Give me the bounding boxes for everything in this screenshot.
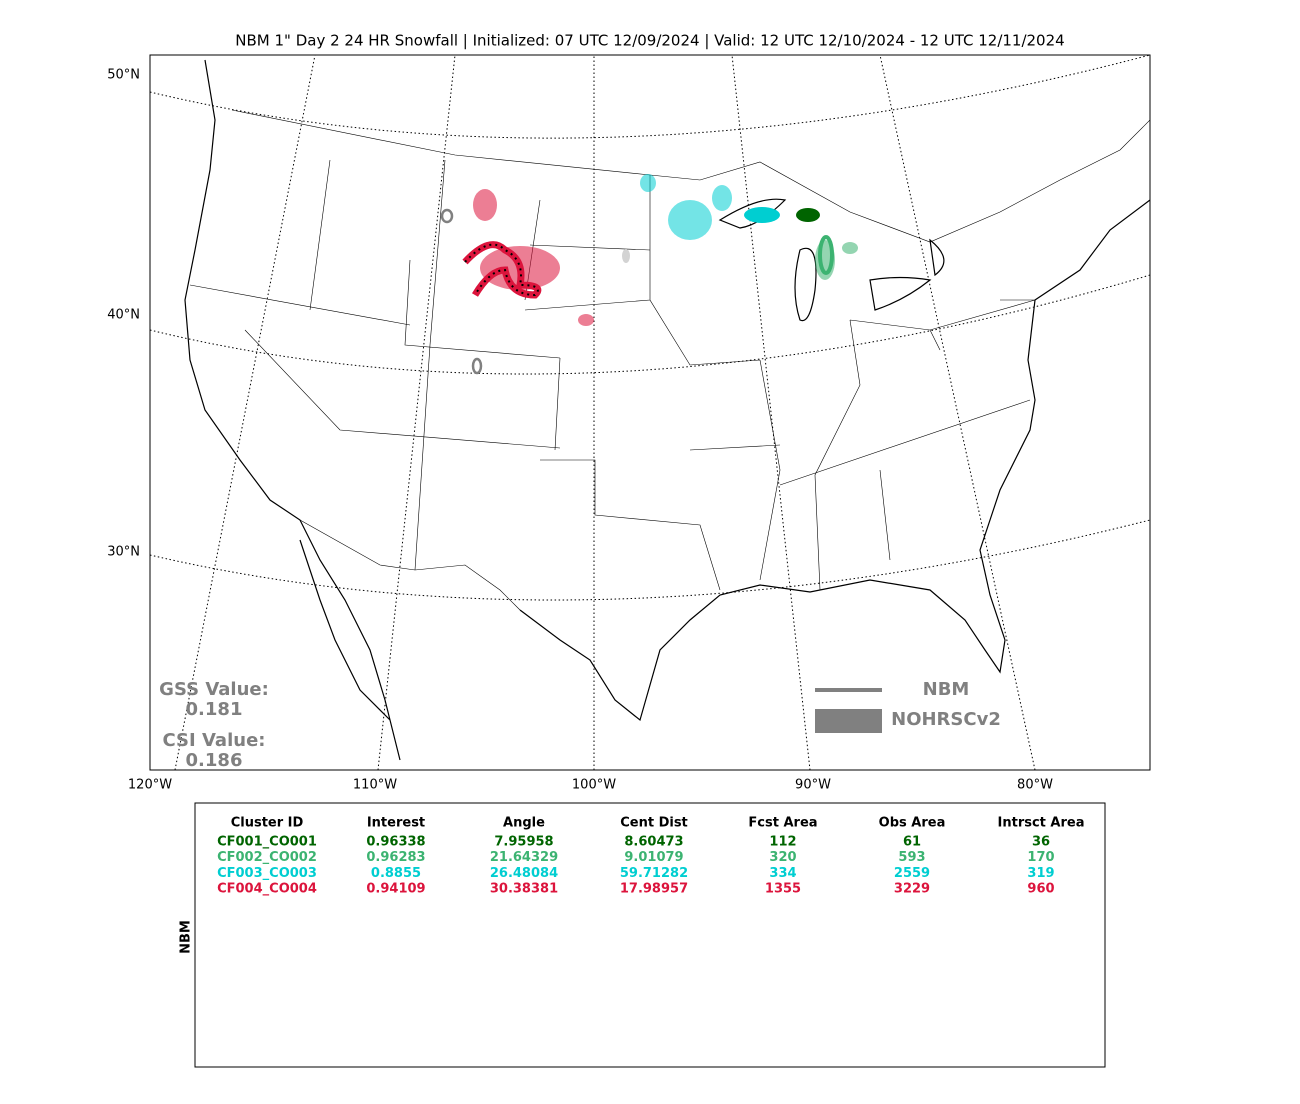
lon-label: 100°W — [572, 778, 616, 793]
obs-area — [668, 200, 712, 240]
obs-area — [842, 242, 858, 254]
parallel — [150, 55, 1150, 139]
title: NBM 1" Day 2 24 HR Snowfall | Initialize… — [235, 32, 1064, 50]
table-cell: 17.98957 — [620, 882, 688, 897]
table-cell: 26.48084 — [490, 866, 558, 881]
table-cell: 170 — [1027, 850, 1054, 865]
csi-label: CSI Value: — [163, 730, 266, 751]
table-cell: 30.38381 — [490, 882, 558, 897]
lon-label: 120°W — [128, 778, 172, 793]
coastline — [519, 199, 1150, 722]
table-cell: 593 — [898, 850, 925, 865]
header-cell: Obs Area — [879, 816, 946, 831]
table-cell: 0.8855 — [371, 866, 421, 881]
header-cell: Angle — [503, 816, 545, 831]
header-cell: Cent Dist — [620, 816, 688, 831]
map-frame — [149, 54, 1151, 771]
lakes — [718, 198, 945, 322]
table-cell: 21.64329 — [490, 850, 558, 865]
table-cell: 7.95958 — [494, 835, 553, 850]
table-cell: CF003_CO003 — [217, 866, 317, 881]
table-cell: 2559 — [894, 866, 930, 881]
gss-value: 0.181 — [186, 699, 243, 720]
table-cell: 8.60473 — [624, 835, 683, 850]
table-cell: 960 — [1027, 882, 1054, 897]
fcst-area — [818, 235, 834, 275]
border — [299, 519, 521, 611]
table-cell: CF001_CO001 — [217, 835, 317, 850]
csi-value: 0.186 — [186, 750, 243, 771]
table-cell: 320 — [769, 850, 796, 865]
fcst-area — [796, 208, 820, 222]
obs-area — [640, 174, 656, 192]
obs-area — [712, 185, 732, 211]
header-cell: Cluster ID — [231, 816, 304, 831]
obs-area — [622, 249, 630, 263]
table-cell: 61 — [903, 835, 921, 850]
state-lines — [189, 159, 1036, 591]
table-cell: CF004_CO004 — [217, 882, 317, 897]
lat-label: 40°N — [107, 308, 140, 323]
parallel — [150, 274, 1150, 375]
legend-label: NOHRSCv2 — [891, 709, 1001, 730]
table-cell: CF002_CO002 — [217, 850, 317, 865]
table-frame — [194, 802, 1106, 1068]
meridian — [174, 55, 316, 770]
table-cell: 0.96338 — [366, 835, 425, 850]
obs-area — [578, 314, 594, 326]
legend-label: NBM — [923, 679, 970, 700]
table-cell: 59.71282 — [620, 866, 688, 881]
table-cell: 9.01079 — [624, 850, 683, 865]
legend-fill — [815, 709, 882, 733]
parallel — [150, 519, 1150, 601]
fcst-outline — [464, 243, 539, 297]
table-cell: 319 — [1027, 866, 1054, 881]
table-cell: 36 — [1032, 835, 1050, 850]
fcst-area — [744, 207, 780, 223]
obs-area — [473, 189, 497, 221]
fcst-area — [471, 357, 483, 375]
table-cell: 0.96283 — [366, 850, 425, 865]
coastline — [184, 59, 401, 761]
lon-label: 90°W — [795, 778, 831, 793]
table-cell: 334 — [769, 866, 796, 881]
table-cell: 3229 — [894, 882, 930, 897]
border — [231, 109, 1150, 243]
meridian — [377, 55, 456, 770]
lon-label: 80°W — [1017, 778, 1053, 793]
header-cell: Intrsct Area — [998, 816, 1085, 831]
lat-label: 30°N — [107, 545, 140, 560]
gss-label: GSS Value: — [159, 679, 269, 700]
meridian — [879, 55, 1036, 770]
coastline — [299, 539, 391, 721]
fcst-area — [440, 208, 454, 224]
map: 50°N 40°N 30°N 120°W 110°W 100°W 90°W 80… — [107, 54, 1151, 793]
table-cell: 1355 — [765, 882, 801, 897]
table-cell: 112 — [769, 835, 796, 850]
lat-label: 50°N — [107, 68, 140, 83]
side-label: NBM — [179, 920, 194, 954]
lon-label: 110°W — [353, 778, 397, 793]
table-cell: 0.94109 — [366, 882, 425, 897]
header-cell: Interest — [367, 816, 425, 831]
meridian — [731, 55, 811, 770]
header-cell: Fcst Area — [748, 816, 817, 831]
table: NBM Cluster ID Interest Angle Cent Dist Fcst… — [179, 802, 1106, 1068]
